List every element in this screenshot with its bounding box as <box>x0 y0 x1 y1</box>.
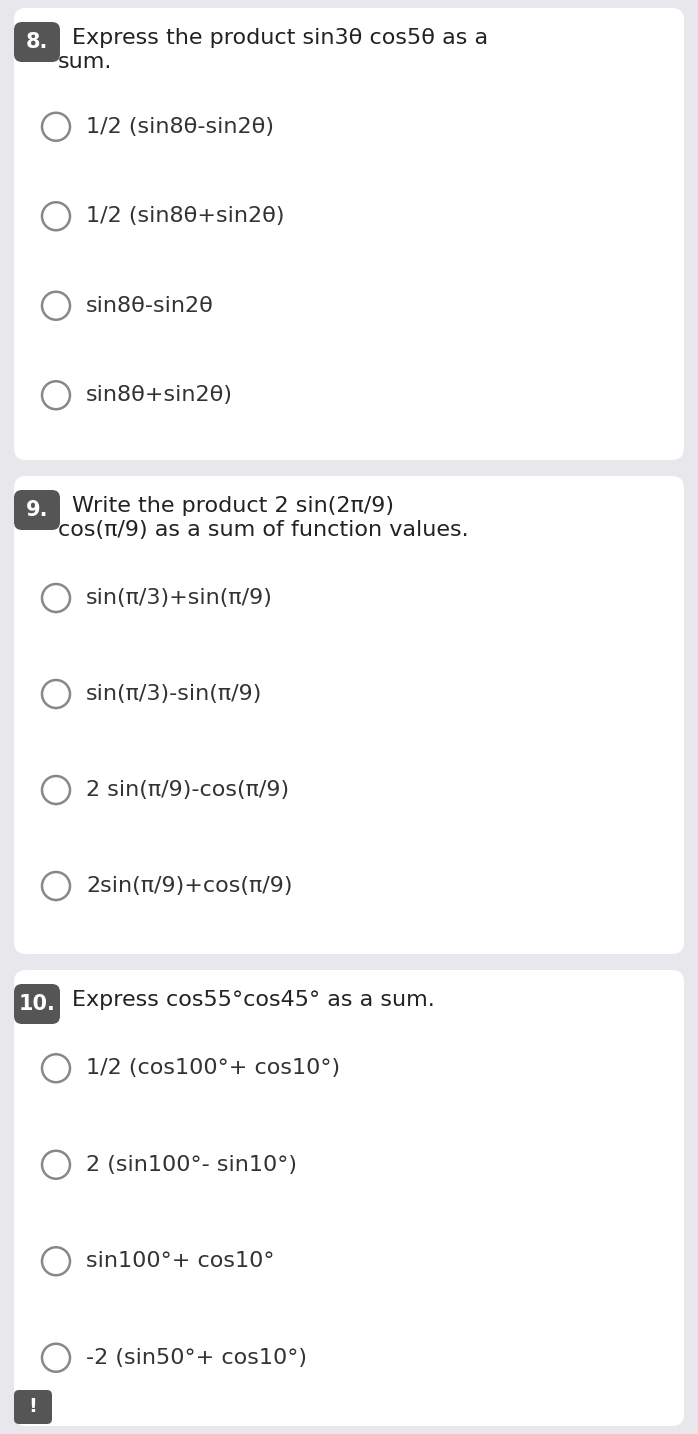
FancyBboxPatch shape <box>14 476 684 954</box>
Text: !: ! <box>29 1398 38 1417</box>
Text: 2sin(π/9)+cos(π/9): 2sin(π/9)+cos(π/9) <box>86 876 292 896</box>
Text: 1/2 (sin8θ-sin2θ): 1/2 (sin8θ-sin2θ) <box>86 116 274 136</box>
Text: 2 (sin100°- sin10°): 2 (sin100°- sin10°) <box>86 1154 297 1174</box>
FancyBboxPatch shape <box>14 984 60 1024</box>
FancyBboxPatch shape <box>14 1390 52 1424</box>
Text: sin(π/3)+sin(π/9): sin(π/3)+sin(π/9) <box>86 588 273 608</box>
Text: 8.: 8. <box>26 32 48 52</box>
Text: sin(π/3)-sin(π/9): sin(π/3)-sin(π/9) <box>86 684 262 704</box>
Text: Express the product sin3θ cos5θ as a: Express the product sin3θ cos5θ as a <box>72 29 488 47</box>
Text: sin8θ+sin2θ): sin8θ+sin2θ) <box>86 386 233 406</box>
Text: -2 (sin50°+ cos10°): -2 (sin50°+ cos10°) <box>86 1348 307 1368</box>
FancyBboxPatch shape <box>14 490 60 531</box>
FancyBboxPatch shape <box>14 969 684 1425</box>
Text: Write the product 2 sin(2π/9): Write the product 2 sin(2π/9) <box>72 496 394 516</box>
Text: sum.: sum. <box>58 52 112 72</box>
Text: cos(π/9) as a sum of function values.: cos(π/9) as a sum of function values. <box>58 521 468 541</box>
FancyBboxPatch shape <box>14 22 60 62</box>
Text: 10.: 10. <box>19 994 55 1014</box>
Text: 1/2 (sin8θ+sin2θ): 1/2 (sin8θ+sin2θ) <box>86 206 285 227</box>
Text: sin8θ-sin2θ: sin8θ-sin2θ <box>86 295 214 315</box>
Text: 9.: 9. <box>26 500 48 521</box>
FancyBboxPatch shape <box>14 9 684 460</box>
Text: 2 sin(π/9)-cos(π/9): 2 sin(π/9)-cos(π/9) <box>86 780 289 800</box>
Text: sin100°+ cos10°: sin100°+ cos10° <box>86 1252 274 1272</box>
Text: Express cos55°cos45° as a sum.: Express cos55°cos45° as a sum. <box>72 989 435 1010</box>
Text: 1/2 (cos100°+ cos10°): 1/2 (cos100°+ cos10°) <box>86 1058 340 1078</box>
